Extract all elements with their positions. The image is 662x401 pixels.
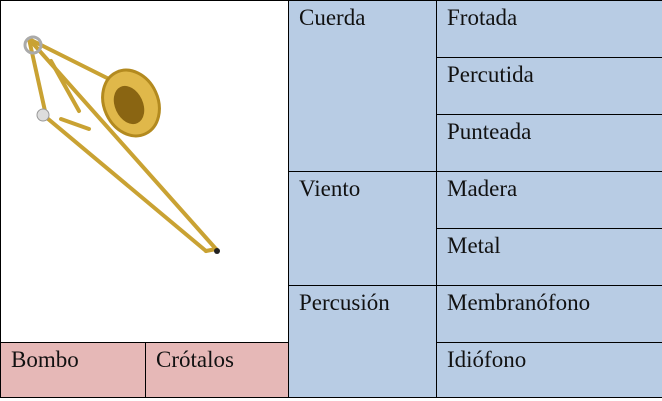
bottom-cell: Crótalos [145,342,289,398]
type-name: Punteada [447,119,532,144]
type-name: Membranófono [447,290,591,315]
type-cell: Madera [436,171,662,229]
family-name: Cuerda [299,5,366,30]
bottom-label: Bombo [11,347,79,372]
type-name: Metal [447,233,501,258]
type-cell: Punteada [436,114,662,172]
type-cell: Idiófono [436,342,662,398]
trombone [23,35,220,254]
type-name: Idiófono [447,347,527,372]
type-cell: Frotada [436,0,662,58]
type-name: Madera [447,176,518,201]
bottom-cell: Bombo [0,342,146,398]
bottom-label: Crótalos [156,347,234,372]
family-cell: Cuerda [288,0,437,172]
trombone-image [0,0,289,343]
family-name: Percusión [299,290,390,315]
type-name: Percutida [447,62,534,87]
type-name: Frotada [447,5,518,30]
type-cell: Membranófono [436,285,662,343]
family-name: Viento [299,176,361,201]
type-cell: Metal [436,228,662,286]
family-cell: Viento [288,171,437,286]
type-cell: Percutida [436,57,662,115]
family-cell: Percusión [288,285,437,398]
